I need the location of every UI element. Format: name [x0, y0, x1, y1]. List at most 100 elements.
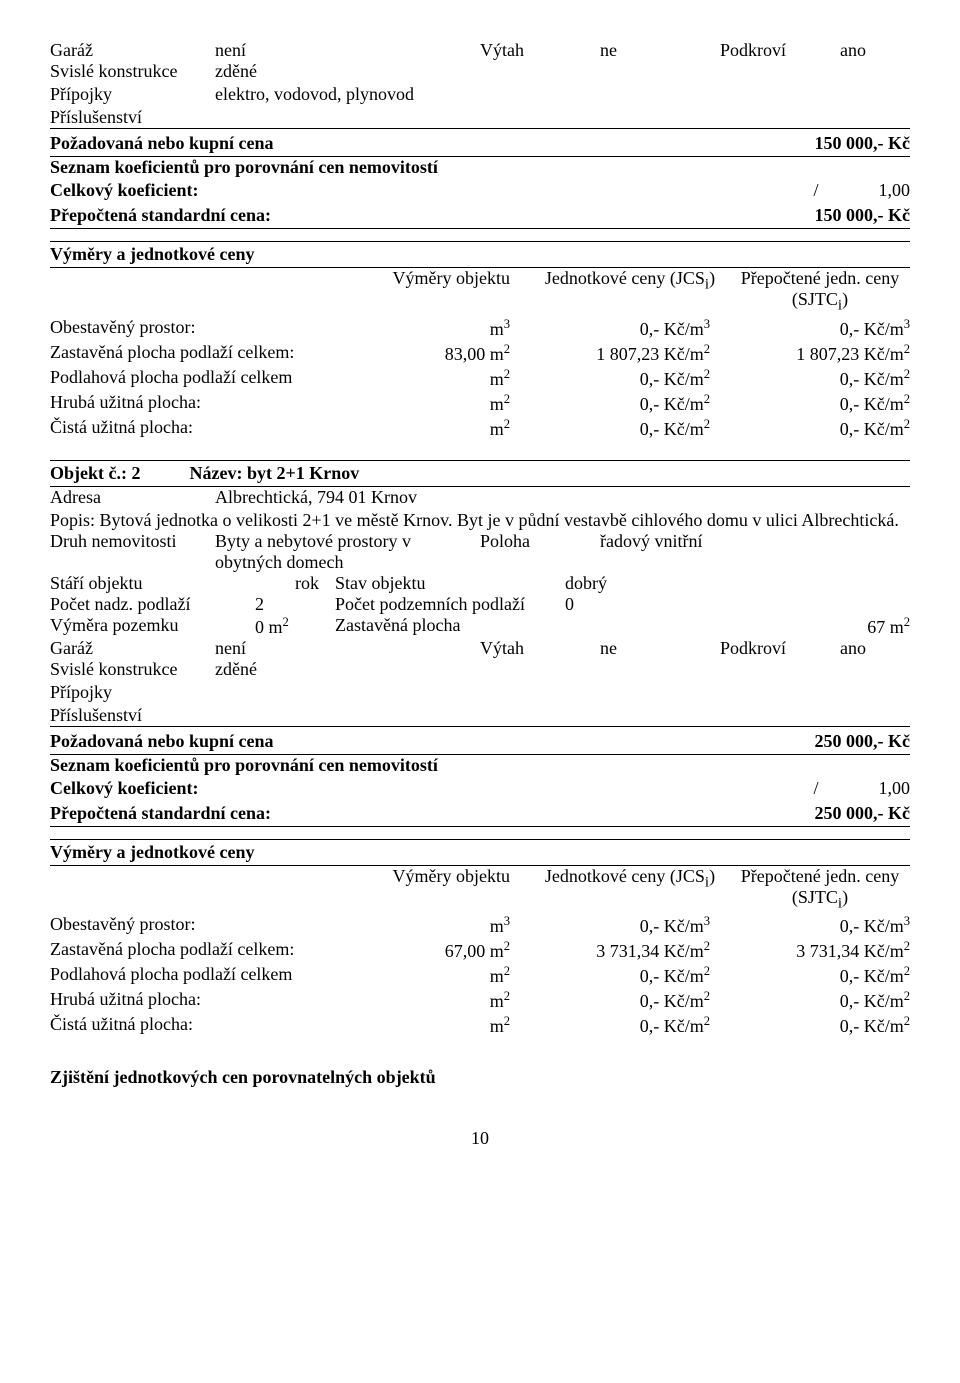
- row-label: Čistá užitná plocha:: [50, 417, 350, 440]
- row-label: Hrubá užitná plocha:: [50, 989, 350, 1012]
- label-podz: Počet podzemních podlaží: [335, 594, 565, 615]
- row-prislusenstvi-2: Příslušenství: [50, 705, 910, 727]
- row-label: Podlahová plocha podlaží celkem: [50, 964, 350, 987]
- table-row: Zastavěná plocha podlaží celkem:83,00 m2…: [50, 342, 910, 365]
- value-prepoctena-2: 250 000,- Kč: [815, 803, 910, 824]
- table-row: Čistá užitná plocha:m20,- Kč/m20,- Kč/m2: [50, 1014, 910, 1037]
- value-pripojky: elektro, vodovod, plynovod: [215, 84, 910, 105]
- label-druh: Druh nemovitosti: [50, 531, 215, 573]
- label-stav: Stav objektu: [335, 573, 565, 594]
- label-prepoctena: Přepočtená standardní cena:: [50, 205, 271, 226]
- row-sjtc: 0,- Kč/m3: [730, 914, 910, 937]
- label-pozadovana-2: Požadovaná nebo kupní cena: [50, 731, 274, 752]
- label-nadz: Počet nadz. podlaží: [50, 594, 255, 615]
- label-prepoctena-2: Přepočtená standardní cena:: [50, 803, 271, 824]
- koef-value: 1,00: [879, 180, 911, 201]
- row-unit: 83,00 m2: [350, 342, 530, 365]
- row-unit: 67,00 m2: [350, 939, 530, 962]
- row-jcs: 0,- Kč/m2: [530, 367, 730, 390]
- row-konstrukce-2: Svislé konstrukce zděné: [50, 659, 910, 680]
- th-sjtc: Přepočtené jedn. ceny (SJTCi): [730, 268, 910, 315]
- value-prepoctena: 150 000,- Kč: [815, 205, 910, 226]
- label-vymera: Výměra pozemku: [50, 615, 255, 638]
- label-poloha: Poloha: [480, 531, 600, 573]
- row-pozadovana-2: Požadovaná nebo kupní cena 250 000,- Kč: [50, 729, 910, 755]
- objekt-nazev: Název: byt 2+1 Krnov: [189, 463, 359, 483]
- row-sjtc: 0,- Kč/m2: [730, 964, 910, 987]
- row-konstrukce: Svislé konstrukce zděné: [50, 61, 910, 82]
- row-unit: m2: [350, 1014, 530, 1037]
- table-head-row-2: Výměry objektu Jednotkové ceny (JCSi) Př…: [50, 866, 910, 913]
- th-sjtc-2: Přepočtené jedn. ceny (SJTCi): [730, 866, 910, 913]
- row-nadz: Počet nadz. podlaží 2 Počet podzemních p…: [50, 594, 910, 615]
- table-row: Čistá užitná plocha:m20,- Kč/m20,- Kč/m2: [50, 417, 910, 440]
- label-stari: Stáří objektu: [50, 573, 295, 594]
- value-podz: 0: [565, 594, 910, 615]
- row-sjtc: 0,- Kč/m2: [730, 1014, 910, 1037]
- value-konstrukce: zděné: [215, 61, 910, 82]
- label-konstrukce: Svislé konstrukce: [50, 61, 215, 82]
- row-jcs: 0,- Kč/m3: [530, 317, 730, 340]
- vym-header-2: Výměry a jednotkové ceny: [50, 839, 910, 866]
- table-head-row: Výměry objektu Jednotkové ceny (JCSi) Př…: [50, 268, 910, 315]
- row-jcs: 0,- Kč/m2: [530, 392, 730, 415]
- value-vymera: 0 m2: [255, 615, 335, 638]
- label-koef-2: Celkový koeficient:: [50, 778, 198, 799]
- row-sjtc: 0,- Kč/m2: [730, 367, 910, 390]
- page-number: 10: [50, 1128, 910, 1149]
- label-podkrovi-2: Podkroví: [720, 638, 840, 659]
- row-label: Obestavěný prostor:: [50, 317, 350, 340]
- row-garage: Garáž není Výtah ne Podkroví ano: [50, 40, 910, 61]
- row-jcs: 0,- Kč/m2: [530, 964, 730, 987]
- label-vytah-2: Výtah: [480, 638, 600, 659]
- row-adresa: Adresa Albrechtická, 794 01 Krnov: [50, 487, 910, 508]
- value-podkrovi-2: ano: [840, 638, 910, 659]
- koef-slash-2: /: [813, 778, 818, 799]
- table-row: Zastavěná plocha podlaží celkem:67,00 m2…: [50, 939, 910, 962]
- label-pripojky-2: Přípojky: [50, 682, 215, 703]
- row-sjtc: 3 731,34 Kč/m2: [730, 939, 910, 962]
- label-koef: Celkový koeficient:: [50, 180, 198, 201]
- label-pripojky: Přípojky: [50, 84, 215, 105]
- table-row: Podlahová plocha podlaží celkemm20,- Kč/…: [50, 367, 910, 390]
- value-zast: 67 m2: [565, 615, 910, 638]
- value-stav: dobrý: [565, 573, 910, 594]
- label-prislusenstvi: Příslušenství: [50, 107, 215, 128]
- row-sjtc: 0,- Kč/m2: [730, 989, 910, 1012]
- row-label: Čistá užitná plocha:: [50, 1014, 350, 1037]
- row-jcs: 0,- Kč/m3: [530, 914, 730, 937]
- unit-rok: rok: [295, 573, 335, 594]
- label-vytah: Výtah: [480, 40, 600, 61]
- row-garage-2: Garáž není Výtah ne Podkroví ano: [50, 638, 910, 659]
- table-row: Obestavěný prostor:m30,- Kč/m30,- Kč/m3: [50, 317, 910, 340]
- row-sjtc: 0,- Kč/m3: [730, 317, 910, 340]
- row-jcs: 1 807,23 Kč/m2: [530, 342, 730, 365]
- row-unit: m2: [350, 964, 530, 987]
- vym-header: Výměry a jednotkové ceny: [50, 241, 910, 268]
- row-vymera: Výměra pozemku 0 m2 Zastavěná plocha 67 …: [50, 615, 910, 638]
- value-vytah-2: ne: [600, 638, 720, 659]
- label-zast: Zastavěná plocha: [335, 615, 565, 638]
- row-label: Hrubá užitná plocha:: [50, 392, 350, 415]
- label-pozadovana: Požadovaná nebo kupní cena: [50, 133, 274, 154]
- row-label: Podlahová plocha podlaží celkem: [50, 367, 350, 390]
- value-poloha: řadový vnitřní: [600, 531, 910, 573]
- row-sjtc: 1 807,23 Kč/m2: [730, 342, 910, 365]
- seznam-koef: Seznam koeficientů pro porovnání cen nem…: [50, 157, 910, 178]
- koef-slash: /: [813, 180, 818, 201]
- koef-value-2: 1,00: [879, 778, 911, 799]
- row-unit: m3: [350, 317, 530, 340]
- row-koef: Celkový koeficient: / 1,00: [50, 178, 910, 203]
- label-podkrovi: Podkroví: [720, 40, 840, 61]
- value-garage-2: není: [215, 638, 480, 659]
- row-stari: Stáří objektu rok Stav objektu dobrý: [50, 573, 910, 594]
- value-nadz: 2: [255, 594, 335, 615]
- row-prepoctena: Přepočtená standardní cena: 150 000,- Kč: [50, 203, 910, 229]
- row-jcs: 0,- Kč/m2: [530, 989, 730, 1012]
- row-label: Zastavěná plocha podlaží celkem:: [50, 342, 350, 365]
- value-pozadovana-2: 250 000,- Kč: [815, 731, 910, 752]
- value-konstrukce-2: zděné: [215, 659, 910, 680]
- value-vytah: ne: [600, 40, 720, 61]
- objekt-row: Objekt č.: 2 Název: byt 2+1 Krnov: [50, 460, 910, 487]
- label-garage: Garáž: [50, 40, 215, 61]
